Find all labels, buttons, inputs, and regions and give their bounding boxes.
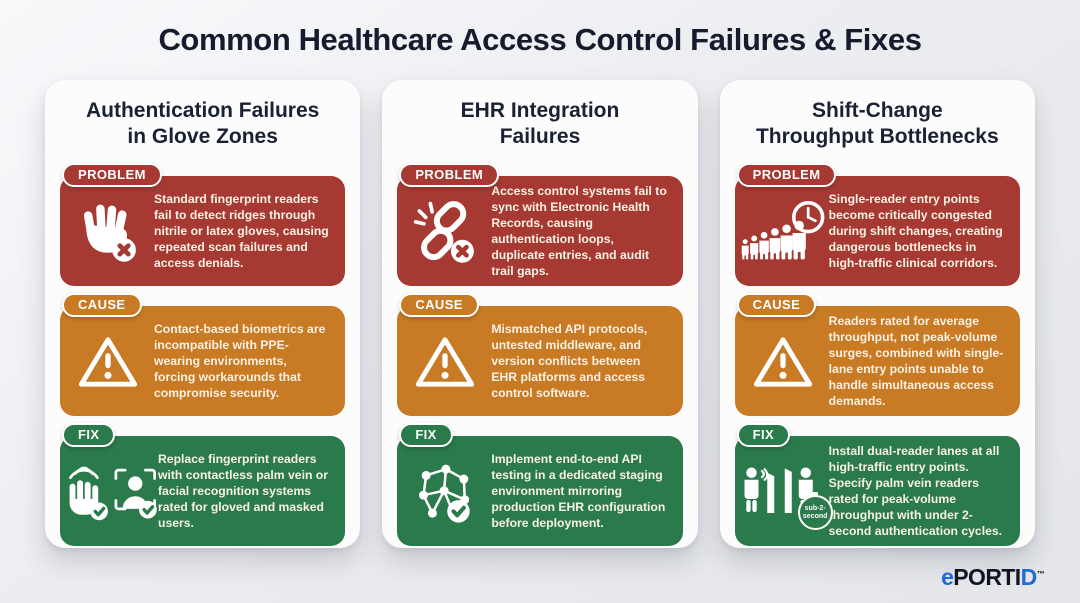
- problem-card: PROBLEM Access control systems fa: [397, 163, 683, 286]
- fix-card: FIX: [734, 423, 1020, 546]
- cause-card: CAUSE Mismatched API protocols, untested…: [397, 293, 683, 416]
- problem-badge: PROBLEM: [736, 163, 837, 187]
- problem-card: PROBLEM Standard fingerprint: [60, 163, 346, 286]
- column-title: Shift-Change Throughput Bottlenecks: [755, 99, 999, 148]
- logo-letters-porti: PORTI: [953, 564, 1021, 590]
- cause-card: CAUSE Contact-based biometrics are incom…: [60, 293, 346, 416]
- fix-badge: FIX: [736, 423, 791, 447]
- cause-text: Readers rated for average throughput, no…: [828, 314, 1004, 408]
- eportid-logo: ePORTID™: [941, 564, 1045, 591]
- trademark-symbol: ™: [1036, 569, 1045, 579]
- cause-text: Mismatched API protocols, untested middl…: [491, 322, 648, 400]
- column-title: Authentication Failures in Glove Zones: [85, 99, 320, 148]
- fix-text: Install dual-reader lanes at all high-tr…: [828, 444, 1003, 538]
- cause-badge: CAUSE: [736, 293, 817, 317]
- cause-badge: CAUSE: [62, 293, 142, 317]
- fix-badge: FIX: [399, 423, 453, 447]
- cause-text: Contact-based biometrics are incompatibl…: [154, 322, 326, 400]
- fix-badge: FIX: [62, 423, 116, 447]
- problem-card: PROBLEM: [734, 163, 1020, 286]
- column-ehr-integration-failures: EHR Integration Failures PROBLEM: [382, 80, 698, 548]
- crowd-queue-clock-icon: [737, 200, 829, 265]
- problem-text: Standard fingerprint readers fail to det…: [154, 192, 329, 270]
- column-authentication-failures: Authentication Failures in Glove Zones P…: [45, 80, 361, 548]
- warning-triangle-icon: [62, 333, 154, 391]
- column-title: EHR Integration Failures: [460, 99, 620, 148]
- broken-chain-x-icon: [399, 199, 491, 265]
- warning-triangle-icon: [399, 333, 491, 391]
- contactless-palm-and-face-scan-icon: [62, 462, 158, 522]
- fix-text: Implement end-to-end API testing in a de…: [491, 452, 666, 530]
- logo-letter-d: D: [1020, 564, 1038, 590]
- dual-lane-stopwatch-icon: sub-2-second: [737, 462, 833, 530]
- column-shift-change-bottlenecks: Shift-Change Throughput Bottlenecks PROB…: [719, 80, 1035, 548]
- columns-container: Authentication Failures in Glove Zones P…: [45, 80, 1035, 548]
- problem-text: Access control systems fail to sync with…: [491, 184, 667, 278]
- fix-card: FIX Implement end-to-end API testing in …: [397, 423, 683, 546]
- warning-triangle-icon: [737, 333, 829, 391]
- network-test-check-icon: [399, 461, 491, 524]
- problem-text: Single-reader entry points become critic…: [828, 192, 1003, 270]
- problem-badge: PROBLEM: [62, 163, 162, 187]
- page-title: Common Healthcare Access Control Failure…: [158, 22, 922, 57]
- fix-card: FIX: [60, 423, 346, 546]
- cause-card: CAUSE Readers rated for average throughp…: [734, 293, 1020, 416]
- cause-badge: CAUSE: [399, 293, 479, 317]
- gloved-hand-x-icon: [62, 198, 154, 266]
- logo-letter-e: e: [941, 564, 954, 590]
- problem-badge: PROBLEM: [399, 163, 500, 187]
- fix-text: Replace fingerprint readers with contact…: [158, 452, 328, 530]
- sub-2-second-stopwatch-icon: sub-2-second: [797, 492, 833, 530]
